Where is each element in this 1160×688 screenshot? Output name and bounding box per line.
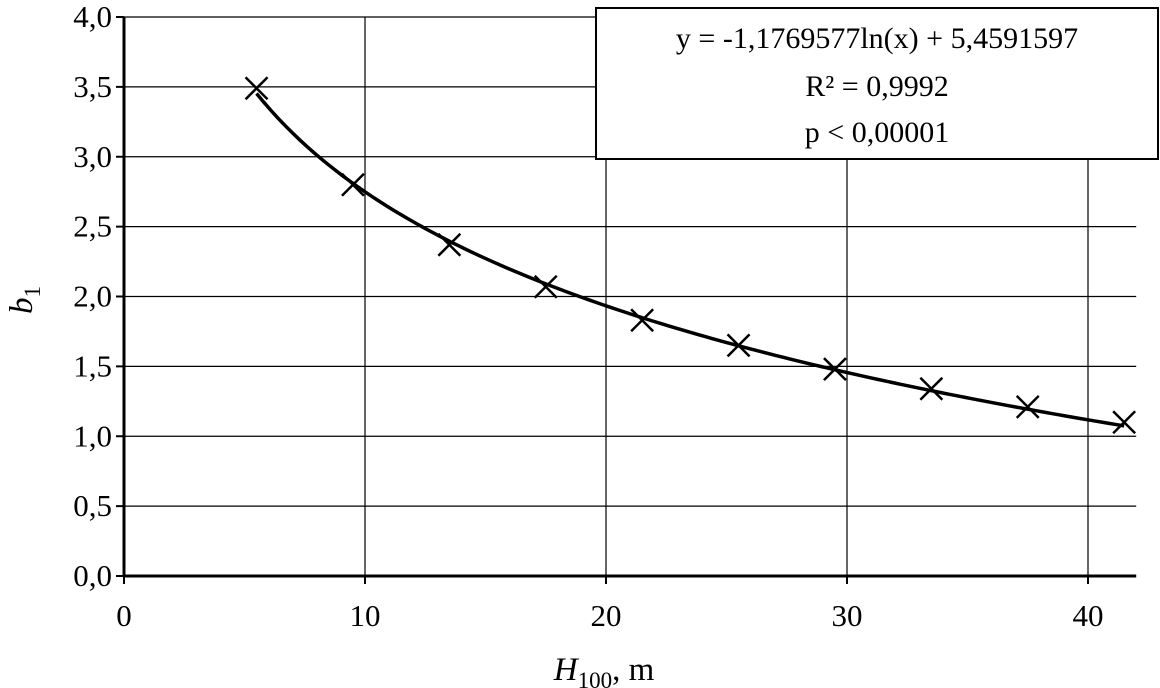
data-point-stroke xyxy=(919,376,944,401)
data-point-stroke xyxy=(244,76,269,101)
x-axis-title-sub: 100 xyxy=(578,668,613,688)
x-tick-label: 0 xyxy=(116,598,132,633)
data-point xyxy=(244,76,269,101)
x-tick-label: 40 xyxy=(1073,598,1104,633)
r-squared-line: R² = 0,9992 xyxy=(805,70,948,103)
y-tick-label: 1,0 xyxy=(73,418,112,453)
data-point xyxy=(726,333,751,358)
data-point-stroke xyxy=(823,357,847,382)
y-tick-label: 3,5 xyxy=(73,69,112,104)
data-point xyxy=(533,274,558,299)
y-tick-label: 1,5 xyxy=(73,348,112,383)
equation-line: y = -1,1769577ln(x) + 5,4591597 xyxy=(676,22,1078,55)
y-tick-label: 3,0 xyxy=(73,139,112,174)
data-point xyxy=(341,172,365,197)
data-point-stroke xyxy=(341,172,365,197)
data-point xyxy=(919,376,944,401)
y-axis-title: b1 xyxy=(4,286,45,314)
data-point-stroke xyxy=(630,308,655,333)
label-layer: 0,0 0,5 1,0 1,5 2,0 2,5 3,0 3,5 4,0 0 10 20 30 40 H100… xyxy=(4,0,1104,688)
x-tick-label: 10 xyxy=(350,598,381,633)
data-point-stroke xyxy=(1015,395,1040,419)
data-point xyxy=(1015,395,1040,419)
data-point-stroke xyxy=(533,274,558,299)
point-layer xyxy=(244,76,1137,435)
p-value-line: p < 0,00001 xyxy=(805,116,949,149)
data-point xyxy=(437,232,462,257)
x-axis-title-main: H xyxy=(553,652,580,688)
y-tick-label: 0,0 xyxy=(73,558,112,593)
x-axis-title: H100, m xyxy=(553,652,655,688)
data-point xyxy=(823,357,847,382)
y-tick-label: 2,0 xyxy=(73,279,112,314)
y-tick-label: 0,5 xyxy=(73,488,112,523)
x-tick-label: 20 xyxy=(591,598,622,633)
data-point-stroke xyxy=(1112,410,1137,435)
equation-box: y = -1,1769577ln(x) + 5,4591597 R² = 0,9… xyxy=(595,7,1159,160)
trend-layer xyxy=(255,92,1125,428)
y-tick-label: 2,5 xyxy=(73,209,112,244)
data-point xyxy=(630,308,655,333)
x-axis-title-suffix: , m xyxy=(612,652,655,688)
equation-box-frame xyxy=(595,7,1159,160)
y-tick-label: 4,0 xyxy=(73,0,112,34)
y-axis-title-sub: 1 xyxy=(20,286,45,298)
x-tick-label: 30 xyxy=(832,598,863,633)
y-axis-title-main: b xyxy=(4,298,40,315)
data-point xyxy=(1112,410,1137,435)
axis-layer xyxy=(116,16,1137,584)
data-point-stroke xyxy=(437,232,462,257)
data-point-stroke xyxy=(726,333,751,358)
trendline xyxy=(255,92,1125,428)
